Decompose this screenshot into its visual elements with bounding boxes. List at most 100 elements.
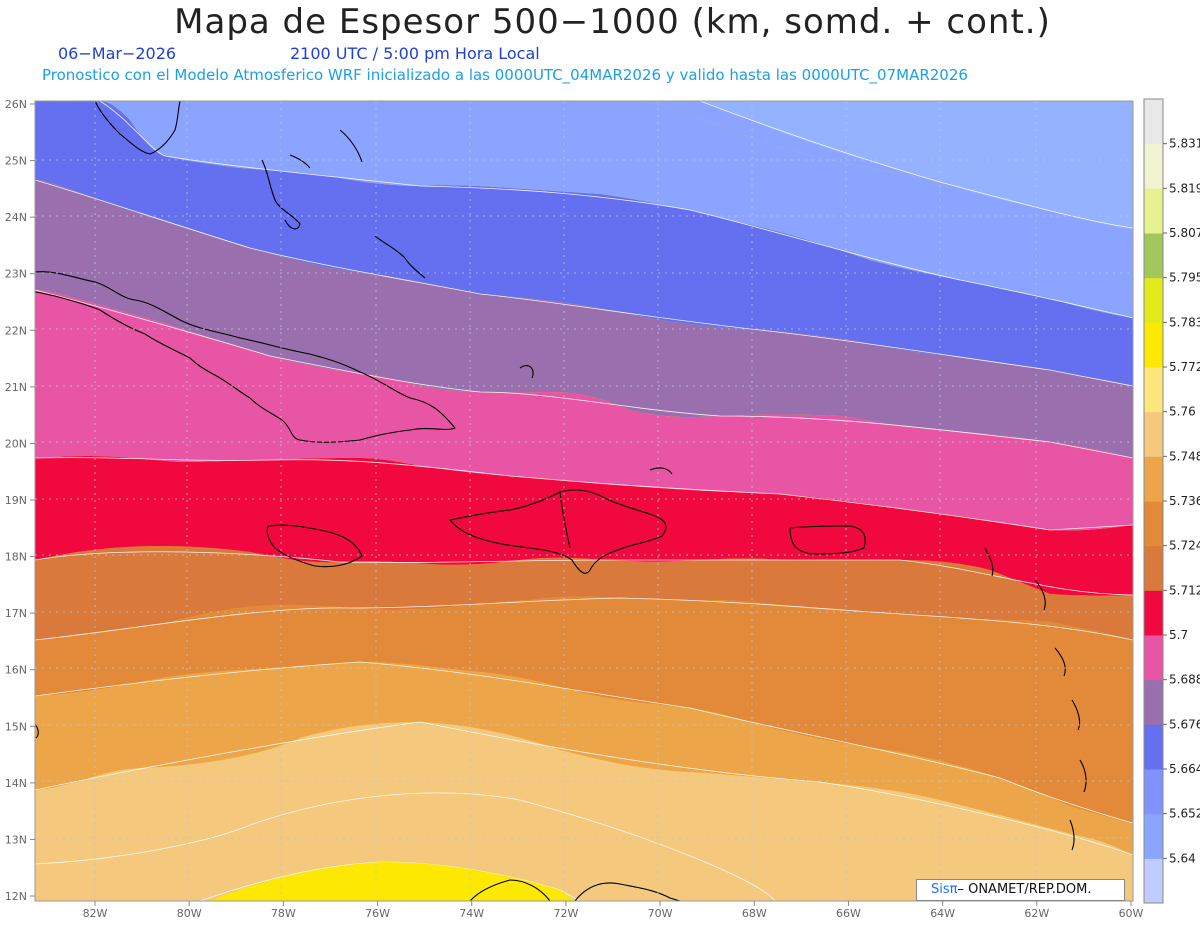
colorbar-segment — [1144, 813, 1163, 859]
colorbar-segment — [1144, 590, 1163, 636]
venezuela-coast — [574, 882, 681, 901]
lat-label: 22N — [5, 324, 27, 337]
colorbar-segment — [1144, 367, 1163, 413]
lon-label: 76W — [365, 907, 390, 920]
colorbar-segment — [1144, 322, 1163, 368]
colorbar-segment — [1144, 277, 1163, 323]
forecast-date: 06−Mar−2026 — [58, 44, 177, 63]
colorbar-label: 5.76 — [1169, 405, 1196, 419]
colorbar-label: 5.795 — [1169, 271, 1200, 285]
map-title: Mapa de Espesor 500−1000 (km, somd. + co… — [174, 2, 1051, 42]
colorbar-segment — [1144, 769, 1163, 815]
lat-label: 26N — [5, 98, 27, 111]
band-5640-light — [700, 101, 1133, 230]
lon-label: 64W — [930, 907, 955, 920]
colorbar-segment — [1144, 545, 1163, 591]
lesser-antilles-6 — [1069, 819, 1075, 851]
florida-coast — [94, 101, 181, 155]
lat-label: 24N — [5, 211, 27, 224]
credit-box: Sisπ– ONAMET/REP.DOM. — [916, 879, 1125, 901]
colorbar-segment — [1144, 188, 1163, 234]
longitude-labels: 82W 80W 78W 76W 74W 72W 70W 68W 66W 64W 62W 60W — [83, 901, 1144, 920]
colorbar-label: 5.783 — [1169, 315, 1200, 329]
colorbar: 5.64 5.652 5.664 5.676 5.688 5.7 5.712 5.724 5.7… — [1143, 98, 1200, 904]
colorbar-label: 5.748 — [1169, 449, 1200, 463]
lon-label: 74W — [459, 907, 484, 920]
colorbar-segment — [1144, 501, 1163, 547]
latitude-labels: 26N 25N 24N 23N 22N 21N 20N 19N 18N 17N 16N 15N 14N 1… — [5, 98, 35, 903]
lon-label: 78W — [271, 907, 296, 920]
lon-label: 80W — [177, 907, 202, 920]
lat-label: 15N — [5, 720, 27, 733]
colorbar-segment — [1144, 724, 1163, 770]
lat-label: 25N — [5, 155, 27, 168]
bahamas-eleuthera — [339, 129, 363, 163]
lesser-antilles-5 — [1079, 759, 1087, 793]
colorbar-label: 5.676 — [1169, 717, 1200, 731]
band-5736 — [35, 662, 1133, 855]
colorbar-segment — [1144, 411, 1163, 457]
colorbar-segment — [1144, 858, 1163, 904]
colorbar-label: 5.831 — [1169, 137, 1200, 151]
forecast-time: 2100 UTC / 5:00 pm Hora Local — [290, 44, 540, 63]
bahamas-exuma — [374, 235, 426, 279]
lat-label: 23N — [5, 268, 27, 281]
hispaniola-coast — [449, 489, 667, 574]
band-5772-bottom — [210, 862, 575, 901]
lesser-antilles-4 — [1071, 699, 1081, 731]
lat-label: 18N — [5, 551, 27, 564]
band-5712 — [35, 546, 1133, 640]
colorbar-label: 5.807 — [1169, 226, 1200, 240]
grid-lines — [35, 101, 1133, 901]
lat-label: 19N — [5, 494, 27, 507]
band-5700 — [35, 456, 1133, 596]
lon-label: 66W — [836, 907, 861, 920]
colorbar-label: 5.652 — [1169, 807, 1200, 821]
band-5688 — [35, 290, 1133, 531]
lesser-antilles-3 — [1054, 647, 1066, 677]
colorbar-segment — [1144, 456, 1163, 502]
credit-org: – ONAMET/REP.DOM. — [957, 882, 1092, 897]
colorbar-label: 5.772 — [1169, 360, 1200, 374]
hispaniola-inner — [559, 491, 571, 549]
puerto-rico-coast — [789, 525, 866, 555]
band-5664 — [35, 101, 1133, 386]
colorbar-segment — [1144, 233, 1163, 279]
map-frame — [34, 100, 1134, 902]
lat-label: 14N — [5, 777, 27, 790]
bahamas-andros — [261, 159, 301, 230]
colombia-coast — [469, 879, 551, 901]
colorbar-segment — [1144, 143, 1163, 189]
colorbar-label: 5.664 — [1169, 762, 1200, 776]
lat-label: 16N — [5, 664, 27, 677]
lon-label: 60W — [1119, 907, 1144, 920]
credit-brand: Sisπ — [931, 882, 958, 897]
forecast-note: Pronostico con el Modelo Atmosferico WRF… — [42, 66, 968, 84]
lesser-antilles-1 — [984, 547, 994, 577]
lon-label: 68W — [742, 907, 767, 920]
thickness-bands — [35, 101, 1133, 901]
colorbar-label: 5.712 — [1169, 583, 1200, 597]
lesser-antilles-2 — [1034, 579, 1046, 611]
coastlines — [35, 101, 1087, 901]
jamaica-coast — [266, 524, 363, 568]
colorbar-label: 5.724 — [1169, 539, 1200, 553]
band-5724 — [35, 596, 1133, 823]
colorbar-label: 5.7 — [1169, 628, 1188, 642]
colorbar-segment — [1144, 99, 1163, 145]
band-5652 — [100, 101, 1133, 318]
lon-label: 62W — [1024, 907, 1049, 920]
colorbar-label: 5.688 — [1169, 673, 1200, 687]
lat-label: 20N — [5, 437, 27, 450]
lat-label: 21N — [5, 381, 27, 394]
lon-label: 82W — [83, 907, 108, 920]
colorbar-label: 5.736 — [1169, 494, 1200, 508]
band-5676 — [35, 180, 1133, 458]
inagua — [519, 365, 534, 379]
band-5748 — [35, 722, 1133, 901]
lon-label: 70W — [648, 907, 673, 920]
colorbar-label: 5.819 — [1169, 181, 1200, 195]
lat-label: 12N — [5, 890, 27, 903]
lat-label: 13N — [5, 833, 27, 846]
